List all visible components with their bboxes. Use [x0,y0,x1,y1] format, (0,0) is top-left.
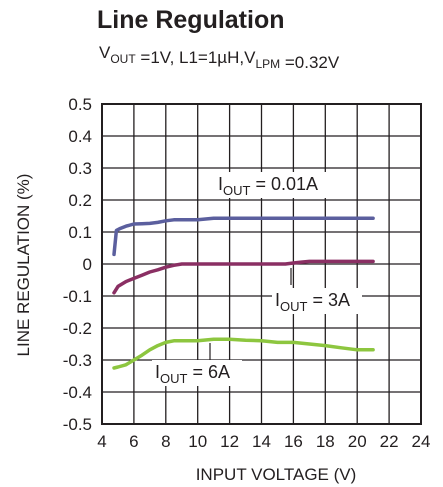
chart-title: Line Regulation [97,6,285,34]
x-tick-label: 10 [188,432,207,451]
series-annotation: IOUT = 6A [155,362,230,386]
x-tick-label: 20 [348,432,367,451]
annotation-main: I [275,290,280,310]
y-axis-label: LINE REGULATION (%) [14,174,33,357]
y-tick-label: 0.4 [68,127,92,146]
y-tick-label: -0.5 [63,415,92,434]
annotation-subscript: OUT [280,299,308,314]
series-annotation: IOUT = 0.01A [218,174,318,198]
annotation-rest: = 6A [187,362,230,382]
y-tick-label: -0.3 [63,351,92,370]
series-line [112,337,375,370]
series-line [112,259,375,295]
subtitle-part: V [99,43,111,62]
y-tick-labels: 0.5 0.4 0.3 0.2 0.1 0 -0.1 -0.2 -0.3 -0.4 -0.5 [63,95,92,434]
y-tick-label: 0.3 [68,159,92,178]
x-tick-label: 14 [252,432,271,451]
x-tick-label: 8 [161,432,170,451]
chart-subtitle: VOUT =1V, L1=1µH,VLPM =0.32V [99,43,340,72]
y-tick-label: 0.1 [68,223,92,242]
x-tick-label: 12 [220,432,239,451]
series-annotation: IOUT = 3A [275,290,350,314]
subtitle-subscript: LPM [255,57,280,71]
annotation-background [215,172,335,198]
annotation-subscript: OUT [223,183,251,198]
x-tick-label: 6 [129,432,138,451]
annotation-background [152,360,242,386]
y-tick-label: 0 [83,255,92,274]
x-tick-label: 16 [284,432,303,451]
series-line [112,216,375,257]
annotation-main: I [218,174,223,194]
x-tick-label: 18 [316,432,335,451]
annotation-rest: = 0.01A [250,174,318,194]
subtitle-part: =0.32V [280,53,340,72]
annotation-background [272,288,362,314]
y-tick-label: -0.1 [63,287,92,306]
y-tick-label: 0.5 [68,95,92,114]
annotation-main: I [155,362,160,382]
y-tick-label: -0.2 [63,319,92,338]
x-tick-label: 24 [412,432,431,451]
annotation-rest: = 3A [307,290,350,310]
x-tick-labels: 4 6 8 10 12 14 16 18 20 22 24 [97,432,430,451]
series-lines [112,216,375,370]
y-tick-label: 0.2 [68,191,92,210]
x-axis-label: INPUT VOLTAGE (V) [196,465,357,484]
subtitle-subscript: OUT [110,52,136,66]
x-tick-label: 4 [97,432,106,451]
subtitle-part: =1V, L1=1µH,V [136,48,256,67]
y-tick-label: -0.4 [63,383,92,402]
plot-frame [101,103,422,425]
annotation-subscript: OUT [160,371,188,386]
x-tick-label: 22 [380,432,399,451]
